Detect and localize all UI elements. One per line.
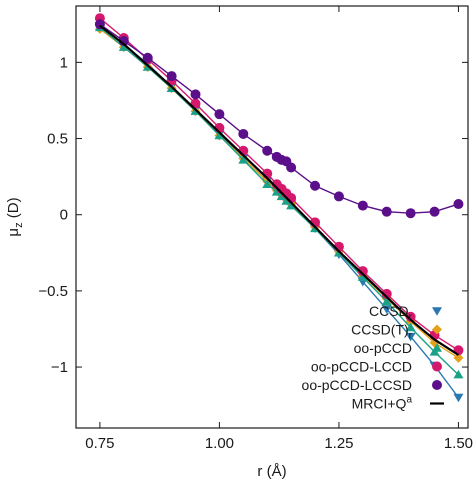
legend-item: oo-pCCD xyxy=(354,340,442,356)
data-point xyxy=(405,332,416,342)
data-point xyxy=(262,179,273,188)
data-point xyxy=(214,109,225,120)
x-tick-label: 1.50 xyxy=(444,435,473,452)
data-point xyxy=(310,180,321,191)
legend-label: CCSD(T)r xyxy=(351,322,413,342)
legend-label: CCSDr xyxy=(369,303,413,323)
data-point xyxy=(190,89,201,100)
data-point xyxy=(357,266,368,277)
legend-label: oo-pCCD-LCCSD xyxy=(302,377,412,393)
legend-label: oo-pCCD xyxy=(354,340,412,356)
data-point xyxy=(262,145,273,156)
data-point xyxy=(405,208,416,219)
data-point xyxy=(166,71,177,82)
data-point xyxy=(357,272,368,281)
x-tick-label: 0.75 xyxy=(85,435,114,452)
data-point xyxy=(276,191,287,201)
data-point xyxy=(453,199,464,210)
series-line xyxy=(99,24,459,356)
y-tick-label: −0.5 xyxy=(38,283,68,300)
legend-item: CCSDr xyxy=(369,303,442,323)
y-axis-label-text: μz (D) xyxy=(5,197,25,236)
legend-item: MRCI+Qa xyxy=(352,395,444,412)
data-point xyxy=(333,191,344,202)
legend-item: CCSD(T)r xyxy=(351,322,442,342)
data-point xyxy=(405,311,416,322)
data-point xyxy=(214,130,225,140)
series-mrci-q xyxy=(99,24,459,356)
data-point xyxy=(286,162,297,173)
plot-frame xyxy=(75,5,469,429)
legend-label: MRCI+Qa xyxy=(352,395,413,412)
x-axis-label: r (Å) xyxy=(257,463,286,480)
y-tick-label: 0 xyxy=(60,207,68,224)
legend-swatch xyxy=(432,343,442,352)
data-point xyxy=(381,288,392,299)
data-point xyxy=(381,206,392,217)
data-point xyxy=(381,296,392,306)
x-tick-label: 1.00 xyxy=(205,435,234,452)
series-layer xyxy=(94,13,464,403)
data-point xyxy=(453,352,464,363)
data-point xyxy=(118,42,129,51)
data-point xyxy=(238,155,249,164)
legend-swatch xyxy=(432,307,442,316)
legend-swatch xyxy=(432,361,442,372)
legend-label: oo-pCCD-LCCD xyxy=(311,359,412,375)
data-point xyxy=(357,200,368,211)
data-point xyxy=(429,206,440,217)
legend-item: oo-pCCD-LCCD xyxy=(311,359,442,375)
data-point xyxy=(271,187,282,196)
legend-item: oo-pCCD-LCCSD xyxy=(302,377,442,393)
data-point xyxy=(405,322,416,332)
data-point xyxy=(281,196,292,205)
data-point xyxy=(453,393,464,403)
legend-swatch xyxy=(432,380,442,390)
axis-ticks: 0.75 1.00 1.25 1.50 1 0.5 0 −0.5 −1 xyxy=(38,6,473,452)
y-tick-label: 0.5 xyxy=(47,131,68,148)
y-tick-label: 1 xyxy=(60,54,68,71)
data-point xyxy=(381,305,392,314)
x-tick-label: 1.25 xyxy=(324,435,353,452)
data-point xyxy=(453,369,464,379)
y-tick-label: −1 xyxy=(51,359,68,376)
data-point xyxy=(142,52,153,63)
y-axis-label: μz (D) xyxy=(5,197,25,236)
legend-swatch xyxy=(432,324,442,335)
data-point xyxy=(286,200,297,210)
data-point xyxy=(238,128,249,139)
